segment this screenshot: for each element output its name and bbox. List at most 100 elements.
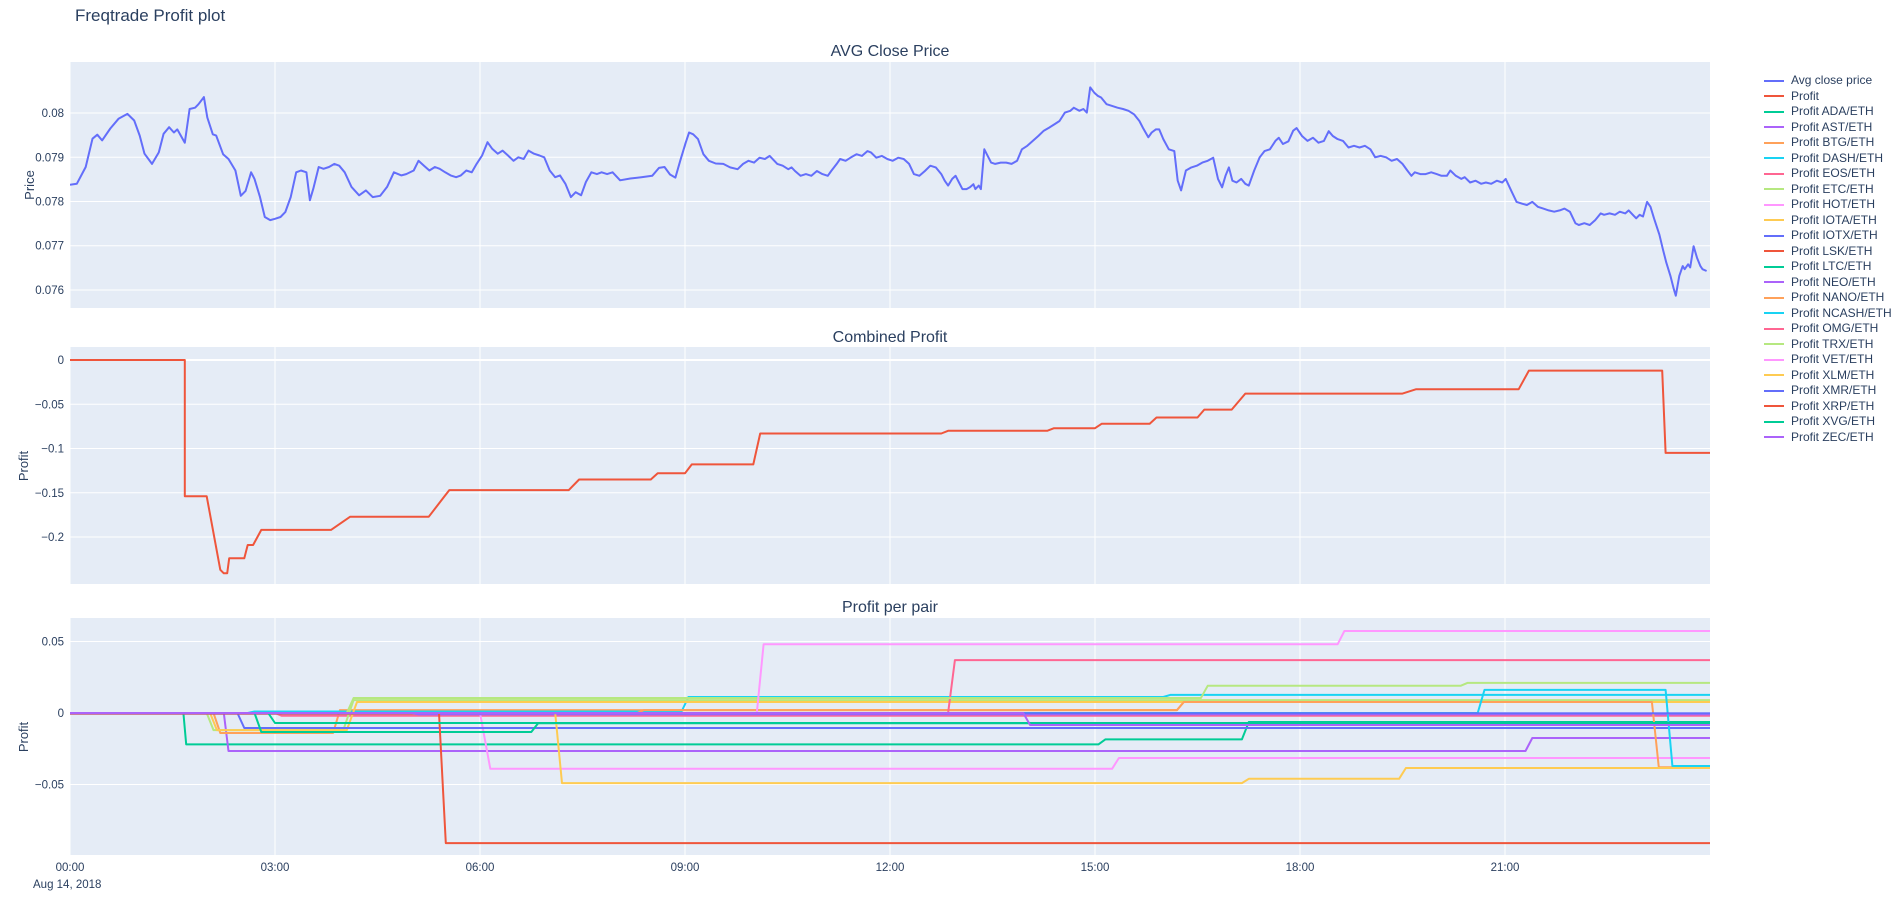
legend-label: Profit NANO/ETH xyxy=(1791,290,1885,304)
subplot3-title: Profit per pair xyxy=(841,599,939,616)
legend-label: Profit NCASH/ETH xyxy=(1791,305,1892,320)
page-title: Freqtrade Profit plot xyxy=(75,6,226,25)
legend-swatch-line xyxy=(1764,312,1784,315)
legend-swatch-line xyxy=(1764,126,1784,129)
legend-item-profit-lsk-eth[interactable]: Profit LSK/ETH xyxy=(1764,244,1892,260)
legend-item-profit-dash-eth[interactable]: Profit DASH/ETH xyxy=(1764,151,1892,167)
y-tick-label: 0.076 xyxy=(35,285,64,297)
legend-label: Profit IOTA/ETH xyxy=(1791,212,1877,227)
legend-swatch-line xyxy=(1764,157,1784,160)
legend: Avg close price Profit Profit ADA/ETH Profi… xyxy=(1764,73,1892,445)
legend-label: Profit AST/ETH xyxy=(1791,119,1873,134)
series-profit[interactable] xyxy=(70,359,1710,575)
legend-item-profit-hot-eth[interactable]: Profit HOT/ETH xyxy=(1764,197,1892,213)
legend-item-profit-xvg-eth[interactable]: Profit XVG/ETH xyxy=(1764,414,1892,430)
legend-label: Profit IOTX/ETH xyxy=(1791,228,1878,242)
legend-label: Profit BTG/ETH xyxy=(1791,135,1875,149)
legend-swatch-line xyxy=(1764,281,1784,284)
legend-label: Profit ZEC/ETH xyxy=(1791,429,1874,444)
legend-swatch-line xyxy=(1764,95,1784,98)
legend-label: Profit HOT/ETH xyxy=(1791,197,1876,211)
legend-label: Profit ADA/ETH xyxy=(1791,104,1874,118)
legend-item-profit-etc-eth[interactable]: Profit ETC/ETH xyxy=(1764,182,1892,198)
legend-item-profit-xmr-eth[interactable]: Profit XMR/ETH xyxy=(1764,383,1892,399)
y-tick-label: −0.2 xyxy=(41,532,64,544)
legend-item-profit-xrp-eth[interactable]: Profit XRP/ETH xyxy=(1764,399,1892,415)
legend-label: Profit VET/ETH xyxy=(1791,352,1874,366)
legend-label: Avg close price xyxy=(1791,73,1873,87)
x-tick-label: 18:00 xyxy=(1286,862,1315,874)
y-tick-label: 0.08 xyxy=(42,108,64,120)
legend-item-profit-iotx-eth[interactable]: Profit IOTX/ETH xyxy=(1764,228,1892,244)
legend-swatch-line xyxy=(1764,110,1784,113)
legend-item-profit-ast-eth[interactable]: Profit AST/ETH xyxy=(1764,120,1892,136)
y-tick-label: 0 xyxy=(58,708,64,720)
legend-item-profit-ncash-eth[interactable]: Profit NCASH/ETH xyxy=(1764,306,1892,322)
x-tick-label: 00:00 xyxy=(56,862,85,874)
x-tick-label: 06:00 xyxy=(466,862,495,874)
legend-item-profit-neo-eth[interactable]: Profit NEO/ETH xyxy=(1764,275,1892,291)
legend-swatch-line xyxy=(1764,234,1784,237)
legend-label: Profit XRP/ETH xyxy=(1791,398,1875,413)
legend-item-profit[interactable]: Profit xyxy=(1764,89,1892,105)
legend-item-profit-vet-eth[interactable]: Profit VET/ETH xyxy=(1764,352,1892,368)
legend-label: Profit EOS/ETH xyxy=(1791,166,1876,180)
legend-swatch-line xyxy=(1764,141,1784,144)
legend-label: Profit DASH/ETH xyxy=(1791,150,1884,165)
series-profit-trx-eth[interactable] xyxy=(70,681,1710,714)
legend-swatch-line xyxy=(1764,188,1784,191)
legend-swatch-line xyxy=(1764,250,1784,253)
legend-item-profit-trx-eth[interactable]: Profit TRX/ETH xyxy=(1764,337,1892,353)
legend-label: Profit NEO/ETH xyxy=(1791,274,1876,289)
x-tick-label: 12:00 xyxy=(876,862,905,874)
x-tick-label: 09:00 xyxy=(671,862,700,874)
series-avg-close-price[interactable] xyxy=(70,86,1708,297)
y-tick-label: −0.05 xyxy=(35,399,64,411)
x-tick-label: 21:00 xyxy=(1491,862,1520,874)
y-tick-label: 0.079 xyxy=(35,152,64,164)
legend-item-avg-close-price[interactable]: Avg close price xyxy=(1764,73,1892,89)
legend-swatch-line xyxy=(1764,296,1784,299)
legend-swatch-line xyxy=(1764,343,1784,346)
legend-label: Profit XMR/ETH xyxy=(1791,383,1877,397)
legend-swatch-line xyxy=(1764,358,1784,361)
legend-label: Profit TRX/ETH xyxy=(1791,336,1874,351)
series-profit-xlm-eth[interactable] xyxy=(70,712,1710,785)
y-tick-label: −0.1 xyxy=(41,444,64,456)
legend-swatch-line xyxy=(1764,172,1784,175)
y-tick-label: −0.05 xyxy=(35,779,64,791)
subplot1-title: AVG Close Price xyxy=(830,43,950,60)
legend-swatch-line xyxy=(1764,405,1784,408)
legend-swatch-line xyxy=(1764,327,1784,330)
legend-item-profit-nano-eth[interactable]: Profit NANO/ETH xyxy=(1764,290,1892,306)
legend-item-profit-zec-eth[interactable]: Profit ZEC/ETH xyxy=(1764,430,1892,446)
legend-item-profit-btg-eth[interactable]: Profit BTG/ETH xyxy=(1764,135,1892,151)
legend-swatch-line xyxy=(1764,79,1784,82)
x-tick-label: 03:00 xyxy=(261,862,290,874)
legend-label: Profit XVG/ETH xyxy=(1791,414,1876,428)
legend-item-profit-ltc-eth[interactable]: Profit LTC/ETH xyxy=(1764,259,1892,275)
y-tick-label: 0.078 xyxy=(35,197,64,209)
legend-swatch-line xyxy=(1764,265,1784,268)
legend-label: Profit xyxy=(1791,88,1820,103)
y-tick-label: 0.077 xyxy=(35,241,64,253)
y-tick-label: −0.15 xyxy=(35,488,64,500)
legend-label: Profit LSK/ETH xyxy=(1791,243,1873,258)
legend-item-profit-omg-eth[interactable]: Profit OMG/ETH xyxy=(1764,321,1892,337)
legend-label: Profit LTC/ETH xyxy=(1791,259,1872,273)
legend-item-profit-ada-eth[interactable]: Profit ADA/ETH xyxy=(1764,104,1892,120)
legend-swatch-line xyxy=(1764,203,1784,206)
series-profit-zec-eth[interactable] xyxy=(70,712,1710,726)
legend-item-profit-iota-eth[interactable]: Profit IOTA/ETH xyxy=(1764,213,1892,229)
y-tick-label: 0 xyxy=(58,355,64,367)
legend-swatch-line xyxy=(1764,219,1784,222)
subplot2-title: Combined Profit xyxy=(832,329,948,346)
legend-item-profit-xlm-eth[interactable]: Profit XLM/ETH xyxy=(1764,368,1892,384)
legend-label: Profit OMG/ETH xyxy=(1791,321,1879,335)
legend-swatch-line xyxy=(1764,436,1784,439)
y-tick-label: 0.05 xyxy=(42,636,64,648)
legend-swatch-line xyxy=(1764,389,1784,392)
legend-item-profit-eos-eth[interactable]: Profit EOS/ETH xyxy=(1764,166,1892,182)
